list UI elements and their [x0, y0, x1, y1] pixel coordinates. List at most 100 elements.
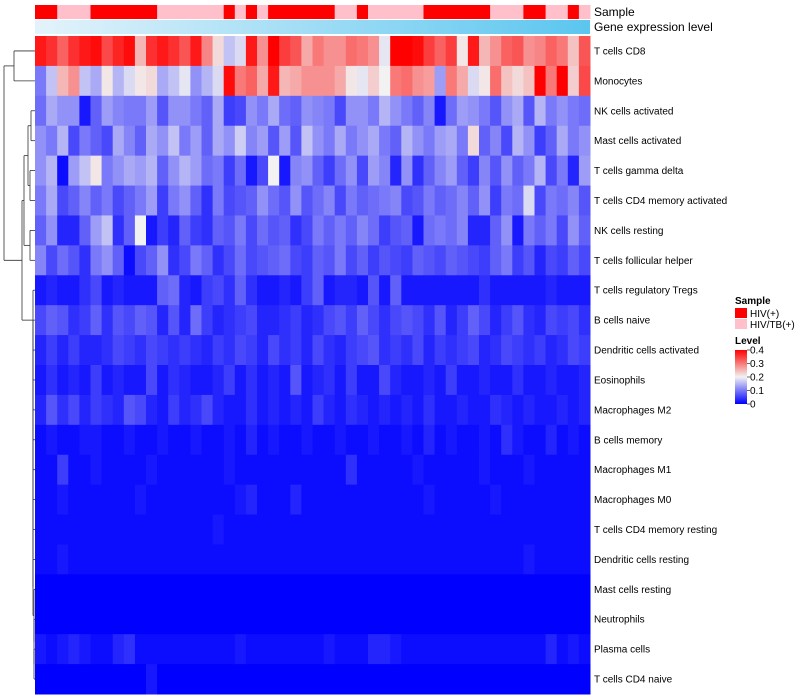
heatmap-cell [190, 305, 202, 336]
heatmap-cell [168, 514, 180, 545]
heatmap-cell [157, 305, 169, 336]
heatmap-cell [134, 484, 147, 516]
heatmap-cell [578, 544, 591, 575]
heatmap-cell [534, 664, 547, 695]
sample-annotation-cell [46, 5, 58, 19]
heatmap-cell [157, 245, 169, 276]
heatmap-cell [334, 544, 347, 575]
heatmap-cell [301, 155, 313, 187]
sample-annotation-cell [301, 5, 313, 19]
heatmap-cell [456, 484, 469, 516]
heatmap-cell [190, 634, 202, 665]
heatmap-cell [534, 125, 547, 157]
heatmap-cell [356, 544, 369, 575]
heatmap-cell [401, 514, 413, 545]
heatmap-cell [190, 36, 202, 67]
heatmap-cell [90, 36, 103, 67]
heatmap-cell [334, 215, 347, 246]
heatmap-cell [445, 185, 458, 216]
heatmap-cell [534, 215, 547, 246]
heatmap-cell [490, 454, 502, 486]
heatmap-cell [168, 155, 180, 187]
heatmap-cell [46, 424, 58, 456]
heatmap-cell [445, 634, 458, 665]
heatmap-cell [46, 245, 58, 276]
heatmap-cell [456, 424, 469, 456]
heatmap-cell [467, 484, 480, 516]
heatmap-cell [212, 65, 225, 97]
heatmap-cell [334, 305, 347, 336]
heatmap-cell [112, 185, 125, 216]
heatmap-cell [456, 185, 469, 216]
heatmap-cell [90, 125, 103, 157]
heatmap-cell [390, 424, 402, 456]
heatmap-cell [268, 664, 280, 695]
heatmap-cell [257, 394, 269, 426]
heatmap-cell [101, 215, 114, 246]
heatmap-cell [179, 125, 191, 157]
heatmap-cell [290, 484, 302, 516]
heatmap-cell [79, 185, 91, 216]
heatmap-cell [523, 365, 535, 396]
sample-annotation-cell [35, 5, 47, 19]
heatmap-cell [545, 245, 558, 276]
heatmap-cell [68, 125, 80, 157]
heatmap-cell [35, 424, 47, 456]
heatmap-cell [46, 155, 58, 187]
heatmap-cell [190, 185, 202, 216]
heatmap-cell [401, 215, 413, 246]
heatmap-cell [312, 185, 325, 216]
heatmap-cell [445, 305, 458, 336]
heatmap-cell [79, 65, 91, 97]
heatmap-cell [345, 514, 358, 545]
sample-annotation-cell [412, 5, 424, 19]
heatmap-cell [257, 424, 269, 456]
heatmap-cell [545, 544, 558, 575]
heatmap-cell [179, 424, 191, 456]
heatmap-cell [179, 275, 191, 306]
heatmap-cell [479, 215, 491, 246]
heatmap-cell [179, 454, 191, 486]
heatmap-cell [445, 95, 458, 127]
heatmap-cell [68, 65, 80, 97]
heatmap-cell [168, 604, 180, 635]
heatmap-cell [112, 484, 125, 516]
heatmap-cell [456, 365, 469, 396]
heatmap-cell [245, 604, 258, 635]
heatmap-cell [157, 365, 169, 396]
heatmap-cell [534, 335, 547, 366]
heatmap-cell [467, 335, 480, 366]
heatmap-cell [556, 36, 569, 67]
heatmap-cell [57, 454, 69, 486]
heatmap-cell [334, 514, 347, 545]
row-label: T cells gamma delta [594, 166, 684, 177]
heatmap-cell [578, 36, 591, 67]
heatmap-cell [68, 664, 80, 695]
heatmap-cell [456, 215, 469, 246]
heatmap-cell [68, 335, 80, 366]
heatmap-cell [368, 514, 380, 545]
heatmap-cell [101, 95, 114, 127]
sample-annotation-cell [479, 5, 491, 19]
heatmap-cell [434, 65, 447, 97]
heatmap-cell [290, 125, 302, 157]
heatmap-cell [467, 245, 480, 276]
heatmap-cell [301, 125, 313, 157]
heatmap-cell [79, 275, 91, 306]
heatmap-cell [368, 424, 380, 456]
heatmap-cell [445, 275, 458, 306]
heatmap-cell [490, 305, 502, 336]
heatmap-cell [134, 155, 147, 187]
heatmap-cell [146, 574, 158, 605]
heatmap-cell [401, 155, 413, 187]
heatmap-cell [412, 454, 424, 486]
heatmap-cell [534, 36, 547, 67]
heatmap-cell [57, 514, 69, 545]
heatmap-cell [301, 305, 313, 336]
heatmap-cell [456, 454, 469, 486]
heatmap-cell [545, 335, 558, 366]
heatmap-cell [190, 544, 202, 575]
heatmap-cell [134, 125, 147, 157]
heatmap-cell [312, 65, 325, 97]
heatmap-cell [312, 664, 325, 695]
